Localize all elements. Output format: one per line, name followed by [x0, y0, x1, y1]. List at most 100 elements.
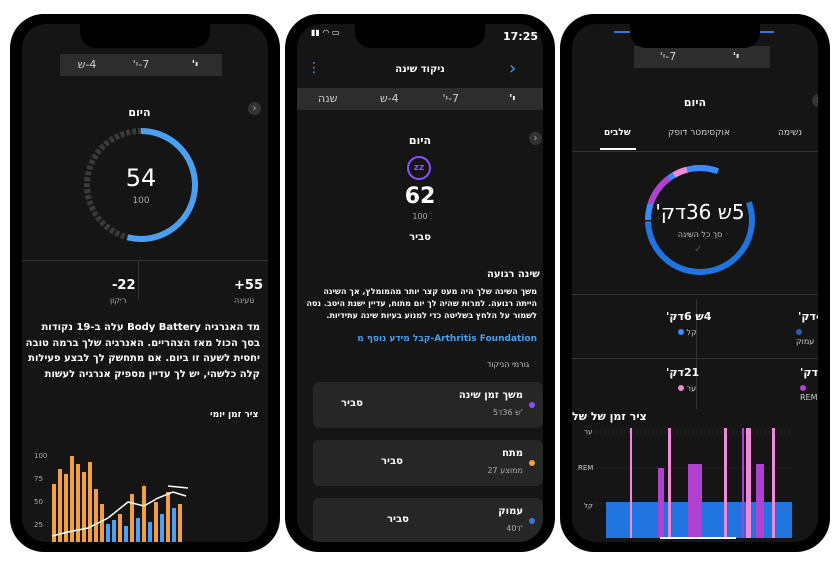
period-tabs: י' 7-י'	[634, 46, 770, 68]
page-title: היום	[683, 96, 707, 109]
sleep-stages-ring	[645, 165, 755, 275]
factor-card[interactable]: משך זמן שינה 5ש 36ד' סביר	[313, 382, 543, 428]
notch	[355, 24, 485, 48]
light-dot	[678, 329, 684, 335]
period-tabs: י' 7-י' 4-ש שנה	[297, 88, 543, 110]
sleep-stages-screen: י' 7-י' היום › שלבים אוקסימטר דופק נשימה…	[572, 24, 818, 542]
charged-value: +55	[234, 278, 263, 293]
factor-rating: סביר	[341, 398, 363, 409]
awake-dot	[678, 385, 684, 391]
tab-day[interactable]: י'	[508, 92, 516, 105]
divider-vertical	[138, 260, 139, 300]
stage-light-value: 4ש 6דק'	[666, 310, 712, 323]
stage-rem-value: 50דק'	[800, 366, 818, 379]
stage-deep-label: עמוק	[796, 328, 818, 346]
stage-awake-value: 21דק'	[666, 366, 700, 379]
status-time: 17:25	[503, 30, 539, 43]
factor-dot	[529, 402, 535, 408]
gauge-value: 54	[125, 164, 157, 192]
stages-divider	[572, 294, 818, 295]
factor-value: 40ד'	[506, 524, 523, 533]
drained-value: -22	[112, 278, 136, 293]
phone-body-battery: י' 7-י' 4-ש היום › 54 100 +55 טעינה -22 …	[10, 14, 280, 552]
timeline-title: ציר זמן של של	[572, 410, 647, 423]
sleep-score-screen: ▮▮ ◠ ▭ 17:25 ⋮ ניקוד שינה › י' 7-י' 4-ש …	[297, 24, 543, 542]
gauge-max: 100	[132, 196, 150, 206]
screen-title: ניקוד שינה	[395, 64, 445, 75]
chevron-right-icon[interactable]: ›	[529, 132, 542, 145]
y-tick-50: 50	[34, 498, 43, 506]
factor-card[interactable]: מתח 27 ממוצע סביר	[313, 440, 543, 486]
deep-dot	[796, 329, 802, 335]
subtab-respiration[interactable]: נשימה	[778, 128, 802, 138]
factor-rating: סביר	[387, 514, 409, 525]
stage-awake-label: ער	[678, 384, 696, 393]
tab-4-weeks[interactable]: 4-ש	[77, 58, 97, 71]
insight-title: שינה רגועה	[487, 269, 540, 280]
sleep-score-value: 62	[404, 184, 436, 209]
status-bar-icons: ▮▮ ◠ ▭	[311, 28, 340, 37]
chevron-right-icon[interactable]: ›	[509, 58, 517, 79]
more-menu-icon[interactable]: ⋮	[307, 60, 321, 76]
tab-4-weeks[interactable]: 4-ש	[379, 92, 399, 105]
factor-name: עמוק	[498, 506, 523, 517]
chevron-right-icon[interactable]: ›	[248, 102, 261, 115]
factor-card[interactable]: עמוק 40ד' סביר	[313, 498, 543, 542]
stages-divider	[572, 358, 818, 359]
y-label-rem: REM	[578, 464, 594, 472]
tab-day[interactable]: י'	[191, 58, 199, 71]
tab-year[interactable]: שנה	[318, 92, 338, 105]
subtabs-divider	[572, 151, 818, 152]
sleep-icon: zz	[407, 156, 431, 180]
insight-body: משך השינה שלך היה מעט קצר יותר מהמומלץ, …	[306, 287, 537, 320]
period-tabs: י' 7-י' 4-ש	[60, 54, 222, 76]
stage-light-label: קל	[678, 328, 697, 337]
factor-rating: סביר	[381, 456, 403, 467]
sleep-timeline-chart	[596, 428, 792, 539]
timeline-title: ציר זמן יומי	[210, 410, 259, 420]
factors-title: גורמי הניקוד	[487, 360, 530, 369]
y-tick-75: 75	[34, 475, 43, 483]
tab-day[interactable]: י'	[732, 50, 740, 63]
notch	[80, 24, 210, 48]
learn-more-link[interactable]: קבל מידע נוסף מ-Arthritis Foundation	[357, 334, 537, 344]
battery-timeline-chart	[51, 456, 188, 542]
y-label-light: קל	[584, 502, 593, 510]
divider	[22, 260, 268, 261]
total-sleep-value: 5ש 36דק'	[655, 200, 745, 224]
y-tick-100: 100	[34, 452, 48, 460]
body-battery-description: מד האנרגיה Body Battery עלה ב-19 נקודות …	[25, 322, 260, 380]
factor-value: 27 ממוצע	[487, 466, 523, 475]
battery-gauge	[84, 128, 198, 242]
page-title: היום	[128, 106, 151, 119]
stage-awake-label-text: ער	[686, 384, 697, 393]
stage-rem-label: REM	[800, 384, 818, 402]
sleep-quality: סביר	[409, 232, 431, 243]
tab-7-days[interactable]: 7-י'	[442, 92, 459, 105]
checkmark-icon: ✓	[694, 244, 703, 255]
stage-deep-value: 40דק'	[798, 310, 818, 323]
drained-label: ריקון	[110, 296, 127, 305]
factor-value: 5ש 36ד'	[492, 408, 523, 417]
charged-label: טעינה	[234, 296, 255, 305]
y-label-awake: ער	[584, 428, 593, 436]
stage-rem-label-text: REM	[800, 393, 818, 402]
factor-dot	[529, 460, 535, 466]
body-battery-screen: י' 7-י' 4-ש היום › 54 100 +55 טעינה -22 …	[22, 24, 268, 542]
stage-deep-label-text: עמוק	[796, 337, 815, 346]
phone-sleep-score: ▮▮ ◠ ▭ 17:25 ⋮ ניקוד שינה › י' 7-י' 4-ש …	[285, 14, 555, 552]
factor-name: מתח	[502, 448, 523, 459]
chevron-right-icon[interactable]: ›	[812, 94, 818, 107]
subtab-pulse-ox[interactable]: אוקסימטר דופק	[668, 128, 730, 138]
sleep-score-max: 100	[412, 212, 428, 221]
phone-sleep-stages: י' 7-י' היום › שלבים אוקסימטר דופק נשימה…	[560, 14, 830, 552]
y-tick-25: 25	[34, 521, 43, 529]
notch	[630, 24, 760, 48]
subtab-active-underline	[600, 148, 636, 150]
tab-7-days[interactable]: 7-י'	[659, 50, 677, 63]
page-title: היום	[408, 134, 432, 147]
subtab-stages[interactable]: שלבים	[604, 128, 631, 138]
tab-7-days[interactable]: 7-י'	[132, 58, 150, 71]
factor-name: משך זמן שינה	[458, 390, 523, 401]
stage-light-label-text: קל	[686, 328, 697, 337]
